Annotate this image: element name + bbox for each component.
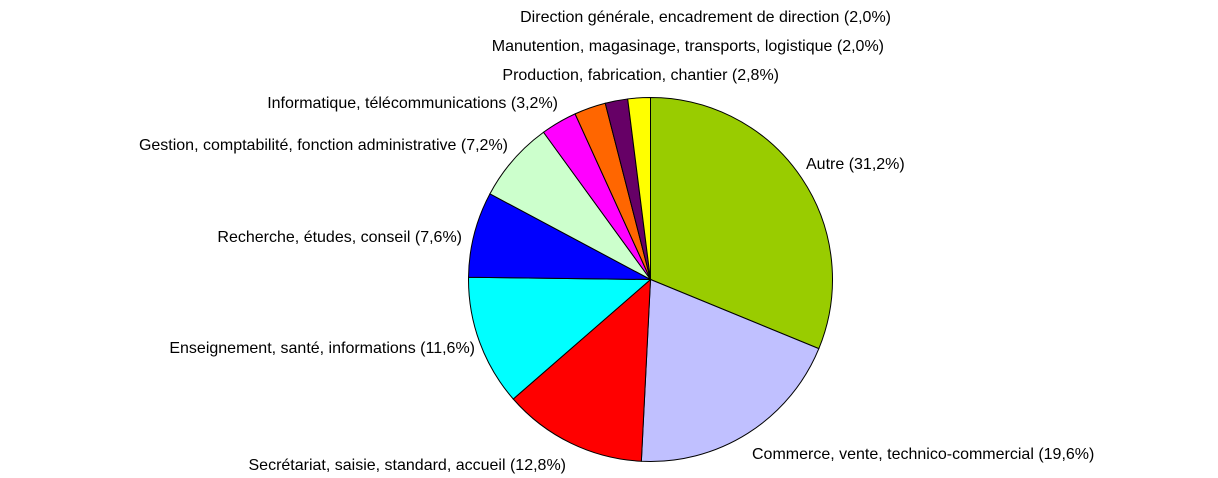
pie-slice	[512, 278, 652, 462]
slice-category: Direction générale, encadrement de direc…	[520, 9, 839, 26]
slice-label: Gestion, comptabilité, fonction administ…	[139, 137, 508, 154]
slice-label: Manutention, magasinage, transports, log…	[492, 38, 884, 55]
slice-value-label: (7,2%)	[461, 137, 508, 154]
slice-label: Commerce, vente, technico-commercial (19…	[752, 446, 1094, 463]
slice-category: Commerce, vente, technico-commercial	[752, 446, 1034, 463]
pie-slice	[627, 96, 651, 280]
slice-category: Enseignement, santé, informations	[169, 340, 415, 357]
slice-category: Manutention, magasinage, transports, log…	[492, 38, 833, 55]
slice-value-label: (12,8%)	[510, 457, 566, 474]
slice-value-label: (7,6%)	[415, 229, 462, 246]
slice-label: Direction générale, encadrement de direc…	[520, 9, 891, 26]
slice-label: Autre (31,2%)	[806, 156, 905, 173]
slice-category: Recherche, études, conseil	[217, 229, 410, 246]
slice-value-label: (11,6%)	[420, 340, 475, 357]
slice-label: Informatique, télécommunications (3,2%)	[267, 95, 558, 112]
slice-value-label: (2,0%)	[844, 9, 891, 26]
slice-category: Autre	[806, 156, 844, 173]
slice-category: Secrétariat, saisie, standard, accueil	[249, 457, 506, 474]
slice-label: Production, fabrication, chantier (2,8%)	[502, 67, 779, 84]
slice-label: Secrétariat, saisie, standard, accueil (…	[249, 457, 567, 474]
slice-category: Production, fabrication, chantier	[502, 67, 728, 84]
slice-value-label: (2,0%)	[837, 38, 884, 55]
slice-value-label: (2,8%)	[732, 67, 779, 84]
slice-value-label: (3,2%)	[511, 95, 558, 112]
pie-slice	[640, 278, 820, 462]
pie-slice	[468, 276, 652, 400]
slice-category: Gestion, comptabilité, fonction administ…	[139, 137, 457, 154]
slice-label: Recherche, études, conseil (7,6%)	[217, 229, 462, 246]
slice-value-label: (19,6%)	[1038, 446, 1094, 463]
slice-label: Enseignement, santé, informations (11,6%…	[169, 340, 475, 357]
slice-value-label: (31,2%)	[849, 156, 905, 173]
pie-slice	[650, 96, 833, 350]
slice-category: Informatique, télécommunications	[267, 95, 506, 112]
